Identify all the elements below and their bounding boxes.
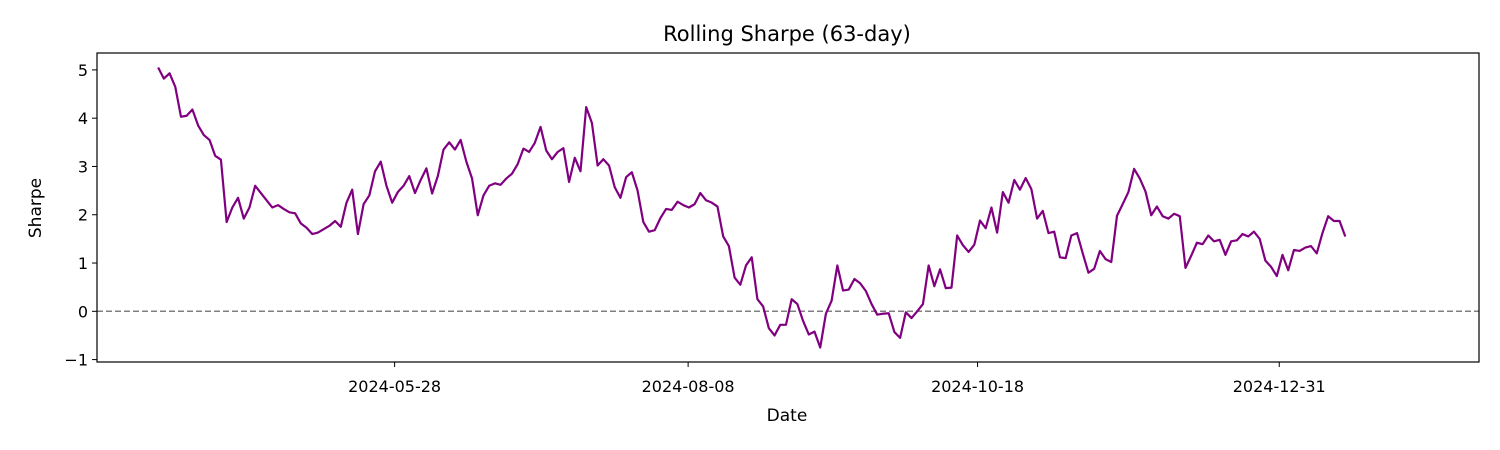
x-tick-label: 2024-12-31 (1233, 377, 1326, 396)
chart-title: Rolling Sharpe (63-day) (663, 22, 911, 46)
x-tick-label: 2024-05-28 (348, 377, 441, 396)
y-tick-label: 2 (78, 206, 88, 225)
x-tick-label: 2024-08-08 (642, 377, 735, 396)
x-tick-label: 2024-10-18 (931, 377, 1024, 396)
y-tick-label: 3 (78, 157, 88, 176)
axes-frame (96, 52, 1480, 363)
y-tick-label: 0 (78, 302, 88, 321)
y-tick-label: 1 (78, 254, 88, 273)
y-axis-label: Sharpe (26, 178, 46, 238)
y-tick-label: 5 (78, 61, 88, 80)
y-tick-label: 4 (78, 109, 88, 128)
plot-area: −1 0 1 2 3 4 5 2024-05-28 2024-08-08 2024-10-18 20… (64, 52, 1480, 396)
series-line-0 (157, 66, 1347, 349)
x-axis-label: Date (767, 406, 808, 426)
y-tick-label: −1 (64, 351, 88, 370)
